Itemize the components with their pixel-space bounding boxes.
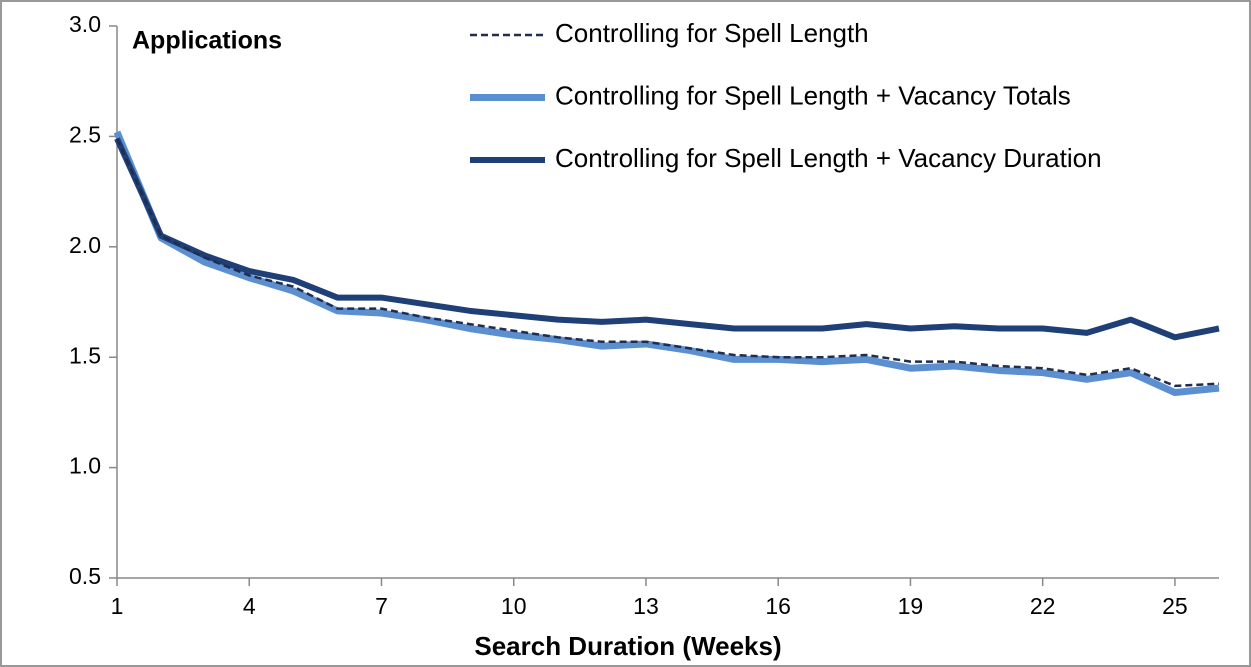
x-axis-label: Search Duration (Weeks) <box>474 631 781 661</box>
series-line <box>114 137 1220 341</box>
legend-label: Controlling for Spell Length + Vacancy T… <box>555 80 1071 110</box>
legend-label: Controlling for Spell Length + Vacancy D… <box>555 143 1102 173</box>
y-tick-label: 3.0 <box>69 11 101 37</box>
series-line <box>113 130 1220 397</box>
legend-label: Controlling for Spell Length <box>555 18 869 48</box>
x-tick-label: 7 <box>375 593 388 619</box>
x-tick-label: 22 <box>1030 593 1056 619</box>
y-tick-label: 1.5 <box>69 342 101 368</box>
x-tick-label: 10 <box>501 593 527 619</box>
x-tick-label: 1 <box>111 593 124 619</box>
x-tick-label: 4 <box>243 593 256 619</box>
x-tick-label: 25 <box>1162 593 1188 619</box>
panel-annotation: Applications <box>132 27 282 55</box>
y-tick-label: 0.5 <box>69 563 101 589</box>
x-tick-label: 13 <box>633 593 659 619</box>
y-tick-label: 2.0 <box>69 232 101 258</box>
series-line <box>115 138 1220 388</box>
x-tick-label: 19 <box>898 593 924 619</box>
x-tick-label: 16 <box>765 593 791 619</box>
y-tick-label: 2.5 <box>69 121 101 147</box>
y-tick-label: 1.0 <box>69 453 101 479</box>
